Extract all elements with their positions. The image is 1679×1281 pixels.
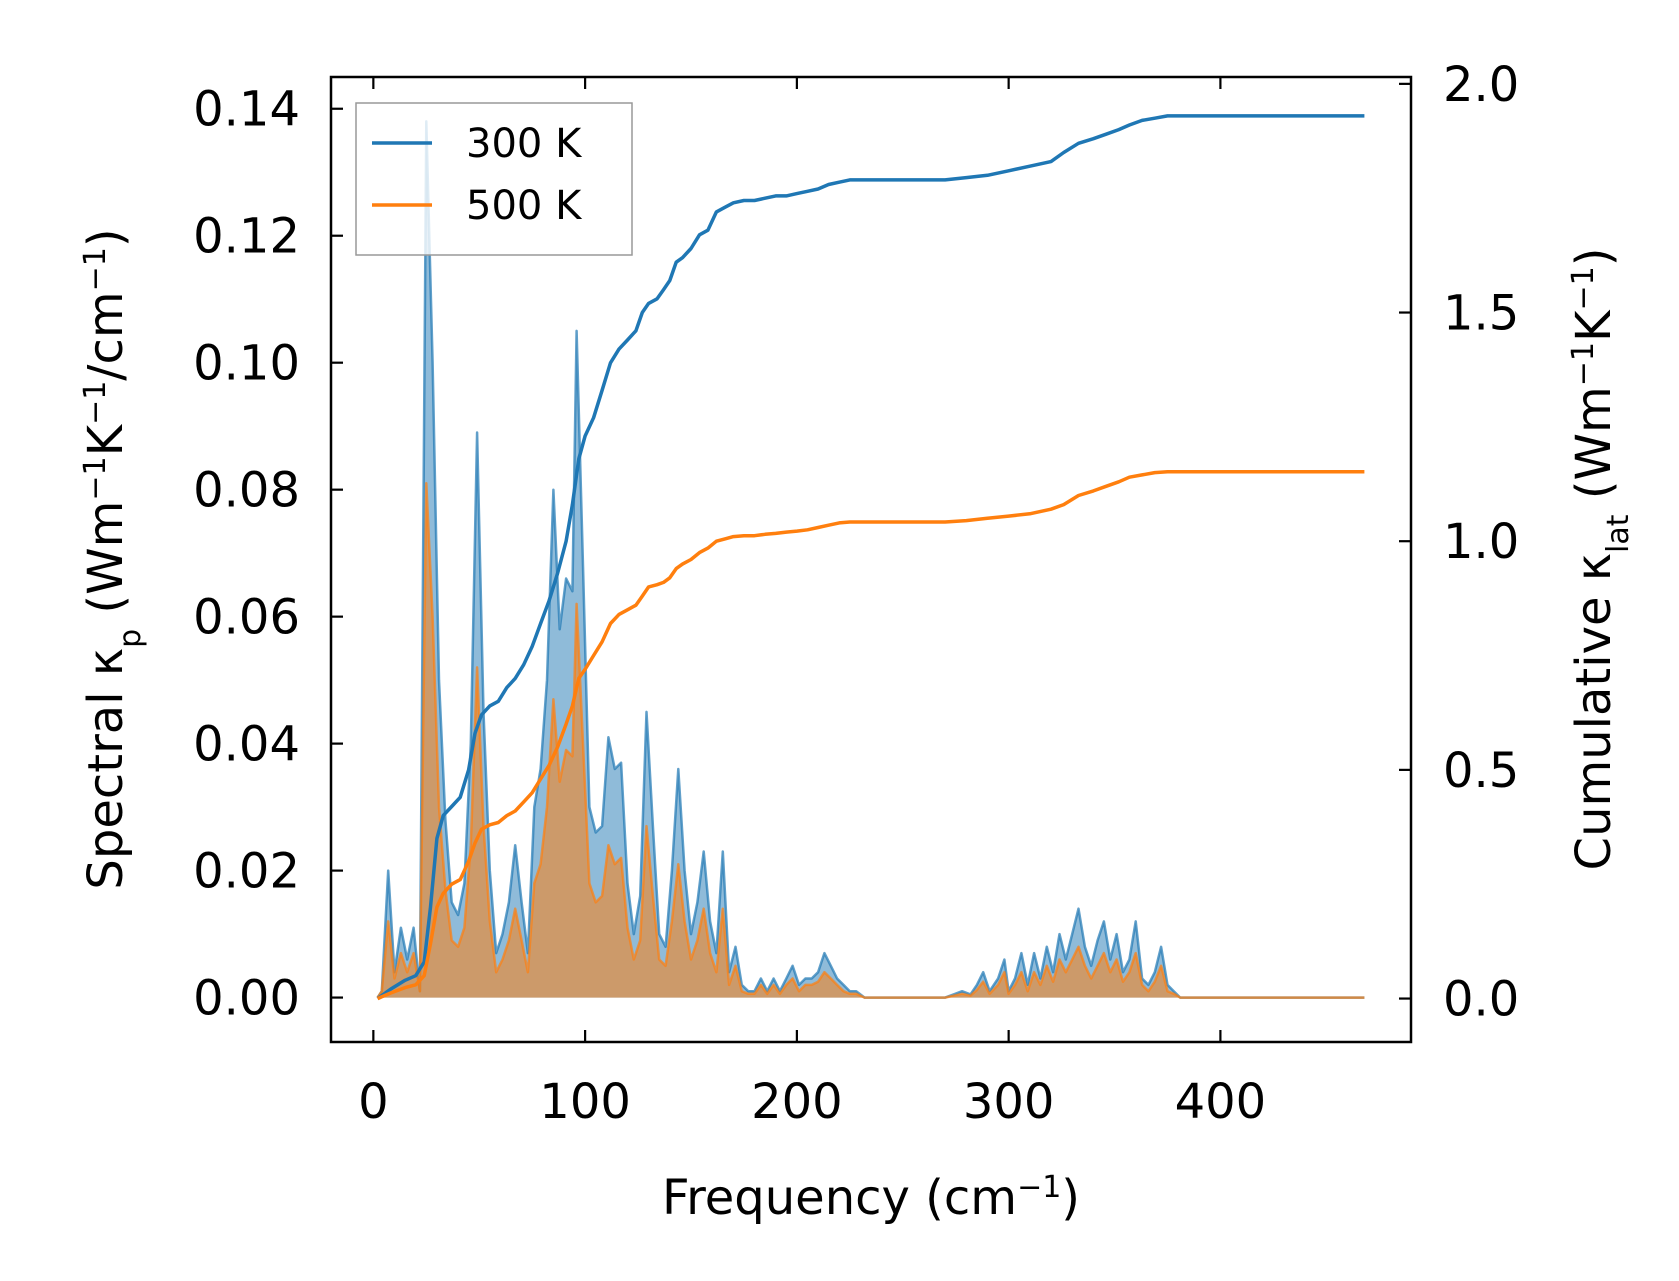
y-right-label-p3: K bbox=[1566, 309, 1622, 342]
spectral-line-500k bbox=[376, 482, 1365, 999]
y-left-label-sup2: −1 bbox=[78, 381, 113, 425]
y-left-tick-label-0.06: 0.06 bbox=[193, 590, 300, 646]
y-right-tick-label-2.0: 2.0 bbox=[1443, 57, 1519, 113]
y-left-tick-label-0.14: 0.14 bbox=[193, 82, 300, 138]
y-right-label-sup2: −1 bbox=[1566, 266, 1601, 310]
y-left-tick-label-0.00: 0.00 bbox=[193, 971, 300, 1027]
x-axis-label-tail: ) bbox=[1061, 1170, 1080, 1226]
cumulative-line-500k bbox=[376, 469, 1365, 1001]
y-right-label-sub: lat bbox=[1601, 514, 1636, 553]
legend-label-500k: 500 K bbox=[466, 183, 583, 229]
y-right-label-sup1: −1 bbox=[1566, 342, 1601, 386]
x-axis-label: Frequency (cm−1) bbox=[662, 1170, 1080, 1227]
y-axis-right-label: Cumulative κlat (Wm−1K−1) bbox=[1566, 248, 1636, 871]
axis-ticks: 0 100 200 300 400 0.00 0.02 0.04 0.06 0.08 0.10 0.1… bbox=[193, 57, 1519, 1130]
x-axis-label-main: Frequency (cm bbox=[662, 1170, 1017, 1226]
y-right-tick-label-0.5: 0.5 bbox=[1443, 743, 1519, 799]
y-right-label-p4: ) bbox=[1566, 248, 1622, 267]
y-left-label-sup1: −1 bbox=[78, 456, 113, 500]
x-tick-label-400: 400 bbox=[1175, 1074, 1267, 1130]
y-left-tick-label-0.12: 0.12 bbox=[193, 209, 300, 265]
y-right-tick-label-1.0: 1.0 bbox=[1443, 514, 1519, 570]
y-right-label-p1: Cumulative κ bbox=[1566, 553, 1622, 871]
legend: 300 K 500 K bbox=[355, 102, 633, 256]
x-tick-label-0: 0 bbox=[358, 1074, 389, 1130]
y-left-label-p5: ) bbox=[78, 228, 134, 247]
y-left-label-sup3: −1 bbox=[78, 247, 113, 291]
plot-frame bbox=[329, 75, 1413, 1044]
legend-label-300k: 300 K bbox=[466, 121, 583, 167]
cumulative-line-300k bbox=[376, 114, 1365, 1001]
y-left-label-p3: K bbox=[78, 423, 134, 456]
y-left-label-p2: (Wm bbox=[78, 501, 134, 629]
y-left-tick-label-0.10: 0.10 bbox=[193, 336, 300, 392]
x-axis-label-sup: −1 bbox=[1017, 1170, 1061, 1205]
y-left-tick-label-0.08: 0.08 bbox=[193, 463, 300, 519]
y-left-tick-label-0.02: 0.02 bbox=[193, 844, 300, 900]
legend-box bbox=[355, 102, 633, 256]
x-tick-label-100: 100 bbox=[539, 1074, 631, 1130]
x-tick-label-200: 200 bbox=[751, 1074, 843, 1130]
y-right-tick-label-0.0: 0.0 bbox=[1443, 972, 1519, 1028]
y-left-label-p4: /cm bbox=[78, 291, 134, 380]
spectral-area-500k bbox=[377, 483, 1365, 998]
y-left-label-p1: Spectral κ bbox=[78, 648, 134, 890]
y-left-tick-label-0.04: 0.04 bbox=[193, 717, 300, 773]
y-right-label-p2: (Wm bbox=[1566, 386, 1622, 514]
y-left-label-sub: p bbox=[113, 629, 148, 648]
y-axis-left-label: Spectral κp (Wm−1K−1/cm−1) bbox=[78, 228, 148, 889]
plot-area bbox=[376, 114, 1365, 1001]
y-right-tick-label-1.5: 1.5 bbox=[1443, 286, 1519, 342]
x-tick-label-300: 300 bbox=[963, 1074, 1055, 1130]
spectral-line-300k bbox=[376, 120, 1365, 999]
